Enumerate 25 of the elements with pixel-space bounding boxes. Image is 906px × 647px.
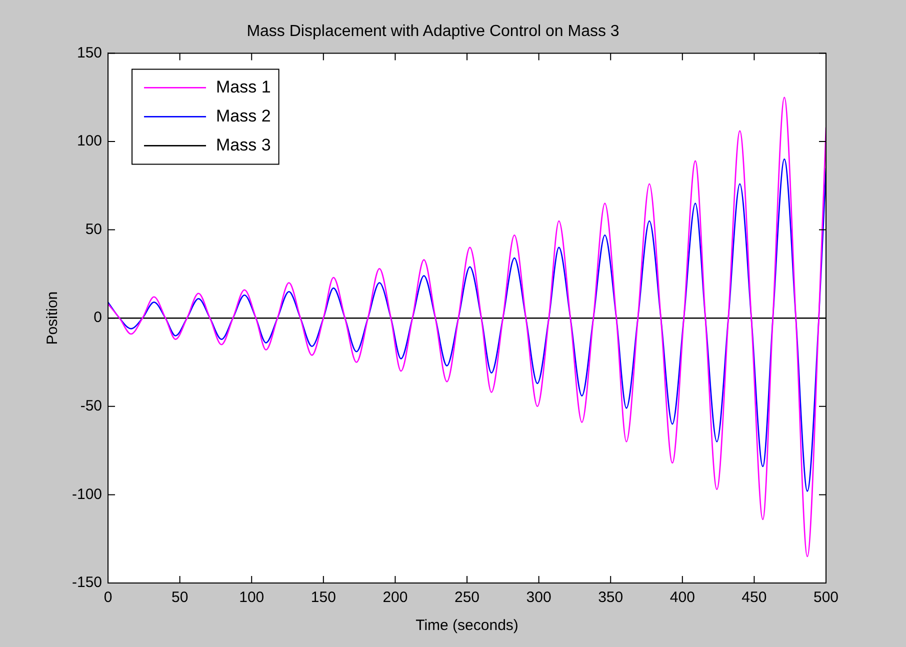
- x-tick-label: 500: [813, 589, 839, 606]
- chart-title: Mass Displacement with Adaptive Control on Mass 3: [246, 23, 620, 40]
- x-tick-label: 200: [382, 589, 408, 606]
- x-tick-label: 450: [742, 589, 767, 606]
- y-tick-label: -100: [72, 486, 102, 503]
- y-tick-label: 50: [85, 220, 102, 238]
- x-tick-label: 50: [171, 589, 188, 606]
- y-tick-label: 0: [94, 309, 102, 326]
- x-tick-label: 300: [526, 589, 552, 606]
- legend-label: Mass 2: [216, 106, 271, 126]
- x-tick-label: 400: [670, 589, 695, 606]
- x-tick-label: 250: [454, 589, 480, 606]
- line-series: [108, 158, 826, 492]
- x-tick-label: 350: [598, 589, 624, 606]
- x-axis-title: Time (seconds): [416, 617, 518, 634]
- y-tick-label: -150: [72, 574, 102, 592]
- y-tick-label: 100: [76, 132, 102, 150]
- y-tick-label: 150: [76, 44, 102, 62]
- y-tick-label: -50: [80, 398, 102, 415]
- x-tick-label: 150: [310, 589, 336, 606]
- x-tick-label: 100: [239, 589, 264, 606]
- line-series: [108, 96, 826, 558]
- legend-label: Mass 3: [216, 135, 271, 154]
- y-axis-title: Position: [44, 291, 62, 345]
- legend-label: Mass 1: [216, 77, 271, 96]
